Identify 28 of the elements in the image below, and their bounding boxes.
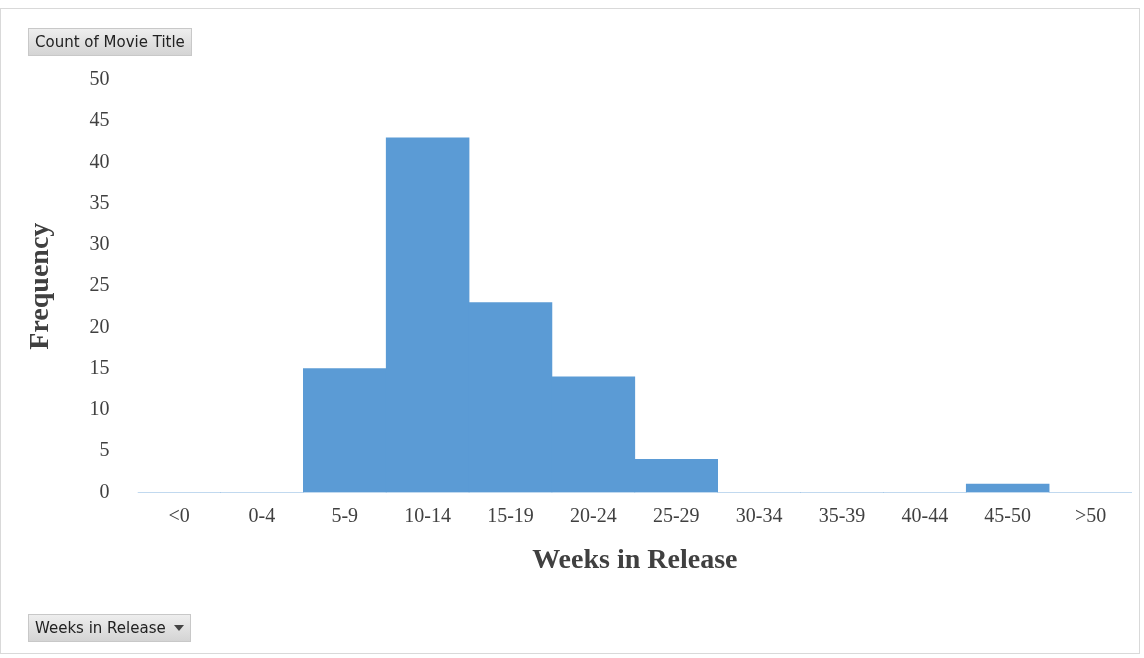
y-tick-label: 5 <box>99 438 110 461</box>
y-tick-label: 10 <box>89 397 110 420</box>
x-tick-label: 25-29 <box>652 503 700 526</box>
x-tick-label: 10-14 <box>404 503 451 526</box>
x-tick-label: <0 <box>168 503 190 526</box>
y-axis-title: Frequency <box>23 222 55 350</box>
y-tick-label: 45 <box>89 108 110 131</box>
x-tick-label: 35-39 <box>818 503 866 526</box>
x-tick-label: 20-24 <box>570 503 617 526</box>
x-tick-label: 30-34 <box>735 503 783 526</box>
y-tick-label: 50 <box>89 67 110 90</box>
x-tick-label: 0-4 <box>248 503 276 526</box>
x-tick-label: 40-44 <box>901 503 949 526</box>
y-tick-label: 35 <box>89 190 110 213</box>
x-tick-label: 15-19 <box>487 503 534 526</box>
y-tick-label: 0 <box>99 479 110 502</box>
y-tick-label: 40 <box>89 149 110 172</box>
x-tick-label: 45-50 <box>984 503 1032 526</box>
y-tick-label: 25 <box>89 273 110 296</box>
x-axis-title: Weeks in Release <box>532 543 738 575</box>
y-tick-label: 30 <box>89 232 110 255</box>
bar <box>965 483 1050 493</box>
x-tick-label: 5-9 <box>331 503 359 526</box>
y-tick-label: 15 <box>89 355 110 378</box>
x-tick-label: >50 <box>1074 503 1107 526</box>
text: Count of Movie Title <box>35 33 185 51</box>
y-tick-label: 20 <box>89 314 110 337</box>
text: Weeks in Release <box>35 619 166 637</box>
